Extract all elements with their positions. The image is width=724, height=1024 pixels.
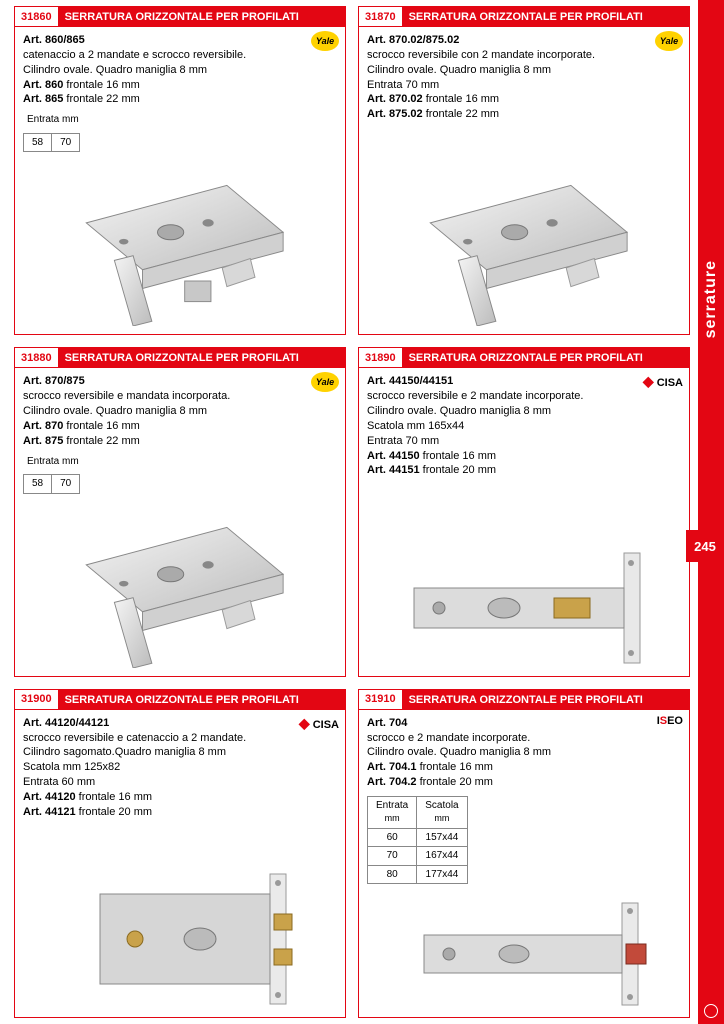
variant-line: Art. 44150 frontale 16 mm — [367, 449, 681, 464]
table-head: Scatolamm — [417, 796, 467, 828]
article-number: Art. 704 — [367, 716, 681, 731]
product-title: SERRATURA ORIZZONTALE PER PROFILATI — [403, 348, 689, 368]
product-card: 31880 SERRATURA ORIZZONTALE PER PROFILAT… — [14, 347, 346, 676]
product-image — [60, 869, 300, 1009]
product-title: SERRATURA ORIZZONTALE PER PROFILATI — [59, 7, 345, 27]
product-code: 31860 — [15, 7, 59, 27]
product-title: SERRATURA ORIZZONTALE PER PROFILATI — [59, 690, 345, 710]
card-body: YaleArt. 870/875scrocco reversibile e ma… — [15, 368, 345, 675]
table-caption: Entrata mm — [27, 113, 337, 127]
desc-line: scrocco reversibile e mandata incorporat… — [23, 389, 337, 404]
card-body: ◆ CISAArt. 44150/44151scrocco reversibil… — [359, 368, 689, 675]
product-image — [50, 176, 310, 326]
product-code: 31880 — [15, 348, 59, 368]
variant-line: Art. 865 frontale 22 mm — [23, 92, 337, 107]
entrata-table: 5870 — [23, 133, 80, 153]
product-image — [394, 548, 654, 668]
card-body: YaleArt. 860/865catenaccio a 2 mandate e… — [15, 27, 345, 334]
table-cell: 70 — [52, 475, 80, 494]
product-card: 31860 SERRATURA ORIZZONTALE PER PROFILAT… — [14, 6, 346, 335]
article-number: Art. 44120/44121 — [23, 716, 337, 731]
product-code: 31910 — [359, 690, 403, 710]
article-number: Art. 44150/44151 — [367, 374, 681, 389]
desc-line: Entrata 60 mm — [23, 775, 337, 790]
article-number: Art. 870/875 — [23, 374, 337, 389]
card-header: 31870 SERRATURA ORIZZONTALE PER PROFILAT… — [359, 7, 689, 27]
desc-line: Cilindro sagomato.Quadro maniglia 8 mm — [23, 745, 337, 760]
card-header: 31860 SERRATURA ORIZZONTALE PER PROFILAT… — [15, 7, 345, 27]
card-header: 31900 SERRATURA ORIZZONTALE PER PROFILAT… — [15, 690, 345, 710]
product-card: 31870 SERRATURA ORIZZONTALE PER PROFILAT… — [358, 6, 690, 335]
product-grid: 31860 SERRATURA ORIZZONTALE PER PROFILAT… — [0, 0, 698, 1024]
brand-logo-iseo: ISEO — [657, 714, 683, 729]
desc-line: Scatola mm 165x44 — [367, 419, 681, 434]
product-image — [394, 899, 654, 1009]
product-code: 31900 — [15, 690, 59, 710]
table-cell: 80 — [368, 865, 417, 884]
variant-line: Art. 870 frontale 16 mm — [23, 419, 337, 434]
product-image — [394, 176, 654, 326]
table-cell: 58 — [24, 133, 52, 152]
desc-line: scrocco e 2 mandate incorporate. — [367, 731, 681, 746]
table-head: Entratamm — [368, 796, 417, 828]
card-header: 31910 SERRATURA ORIZZONTALE PER PROFILAT… — [359, 690, 689, 710]
desc-line: Cilindro ovale. Quadro maniglia 8 mm — [23, 404, 337, 419]
table-caption: Entrata mm — [27, 455, 337, 469]
variant-line: Art. 875 frontale 22 mm — [23, 434, 337, 449]
product-card: 31890 SERRATURA ORIZZONTALE PER PROFILAT… — [358, 347, 690, 676]
product-card: 31910 SERRATURA ORIZZONTALE PER PROFILAT… — [358, 689, 690, 1018]
desc-line: scrocco reversibile e catenaccio a 2 man… — [23, 731, 337, 746]
table-cell: 177x44 — [417, 865, 467, 884]
variant-line: Art. 704.2 frontale 20 mm — [367, 775, 681, 790]
section-label: serrature — [702, 260, 720, 338]
brand-logo-yale: Yale — [311, 31, 339, 51]
desc-line: Entrata 70 mm — [367, 78, 681, 93]
product-title: SERRATURA ORIZZONTALE PER PROFILATI — [403, 690, 689, 710]
product-title: SERRATURA ORIZZONTALE PER PROFILATI — [59, 348, 345, 368]
card-body: YaleArt. 870.02/875.02scrocco reversibil… — [359, 27, 689, 334]
product-image — [50, 518, 310, 668]
variant-line: Art. 44151 frontale 20 mm — [367, 463, 681, 478]
brand-logo-cisa: ◆ CISA — [299, 714, 339, 733]
corner-logo-icon — [704, 1004, 718, 1018]
desc-line: scrocco reversibile con 2 mandate incorp… — [367, 48, 681, 63]
page-number: 245 — [686, 530, 724, 562]
desc-line: Scatola mm 125x82 — [23, 760, 337, 775]
table-cell: 70 — [52, 133, 80, 152]
article-number: Art. 860/865 — [23, 33, 337, 48]
product-code: 31870 — [359, 7, 403, 27]
desc-line: catenaccio a 2 mandate e scrocco reversi… — [23, 48, 337, 63]
desc-line: Entrata 70 mm — [367, 434, 681, 449]
table-cell: 58 — [24, 475, 52, 494]
desc-line: Cilindro ovale. Quadro maniglia 8 mm — [23, 63, 337, 78]
entrata-table: 5870 — [23, 474, 80, 494]
variant-line: Art. 875.02 frontale 22 mm — [367, 107, 681, 122]
table-cell: 70 — [368, 847, 417, 866]
variant-line: Art. 870.02 frontale 16 mm — [367, 92, 681, 107]
variant-line: Art. 44120 frontale 16 mm — [23, 790, 337, 805]
desc-line: Cilindro ovale. Quadro maniglia 8 mm — [367, 63, 681, 78]
article-number: Art. 870.02/875.02 — [367, 33, 681, 48]
product-card: 31900 SERRATURA ORIZZONTALE PER PROFILAT… — [14, 689, 346, 1018]
card-header: 31880 SERRATURA ORIZZONTALE PER PROFILAT… — [15, 348, 345, 368]
card-header: 31890 SERRATURA ORIZZONTALE PER PROFILAT… — [359, 348, 689, 368]
table-cell: 157x44 — [417, 828, 467, 847]
desc-line: Cilindro ovale. Quadro maniglia 8 mm — [367, 745, 681, 760]
brand-logo-yale: Yale — [655, 31, 683, 51]
variant-line: Art. 44121 frontale 20 mm — [23, 805, 337, 820]
entrata-scatola-table: EntratammScatolamm60157x4470167x4480177x… — [367, 796, 468, 885]
product-code: 31890 — [359, 348, 403, 368]
brand-logo-cisa: ◆ CISA — [643, 372, 683, 391]
card-body: ISEOArt. 704scrocco e 2 mandate incorpor… — [359, 710, 689, 1017]
variant-line: Art. 704.1 frontale 16 mm — [367, 760, 681, 775]
desc-line: scrocco reversibile e 2 mandate incorpor… — [367, 389, 681, 404]
table-cell: 60 — [368, 828, 417, 847]
section-sidebar: serrature 245 — [698, 0, 724, 1024]
table-cell: 167x44 — [417, 847, 467, 866]
product-title: SERRATURA ORIZZONTALE PER PROFILATI — [403, 7, 689, 27]
card-body: ◆ CISAArt. 44120/44121scrocco reversibil… — [15, 710, 345, 1017]
variant-line: Art. 860 frontale 16 mm — [23, 78, 337, 93]
desc-line: Cilindro ovale. Quadro maniglia 8 mm — [367, 404, 681, 419]
